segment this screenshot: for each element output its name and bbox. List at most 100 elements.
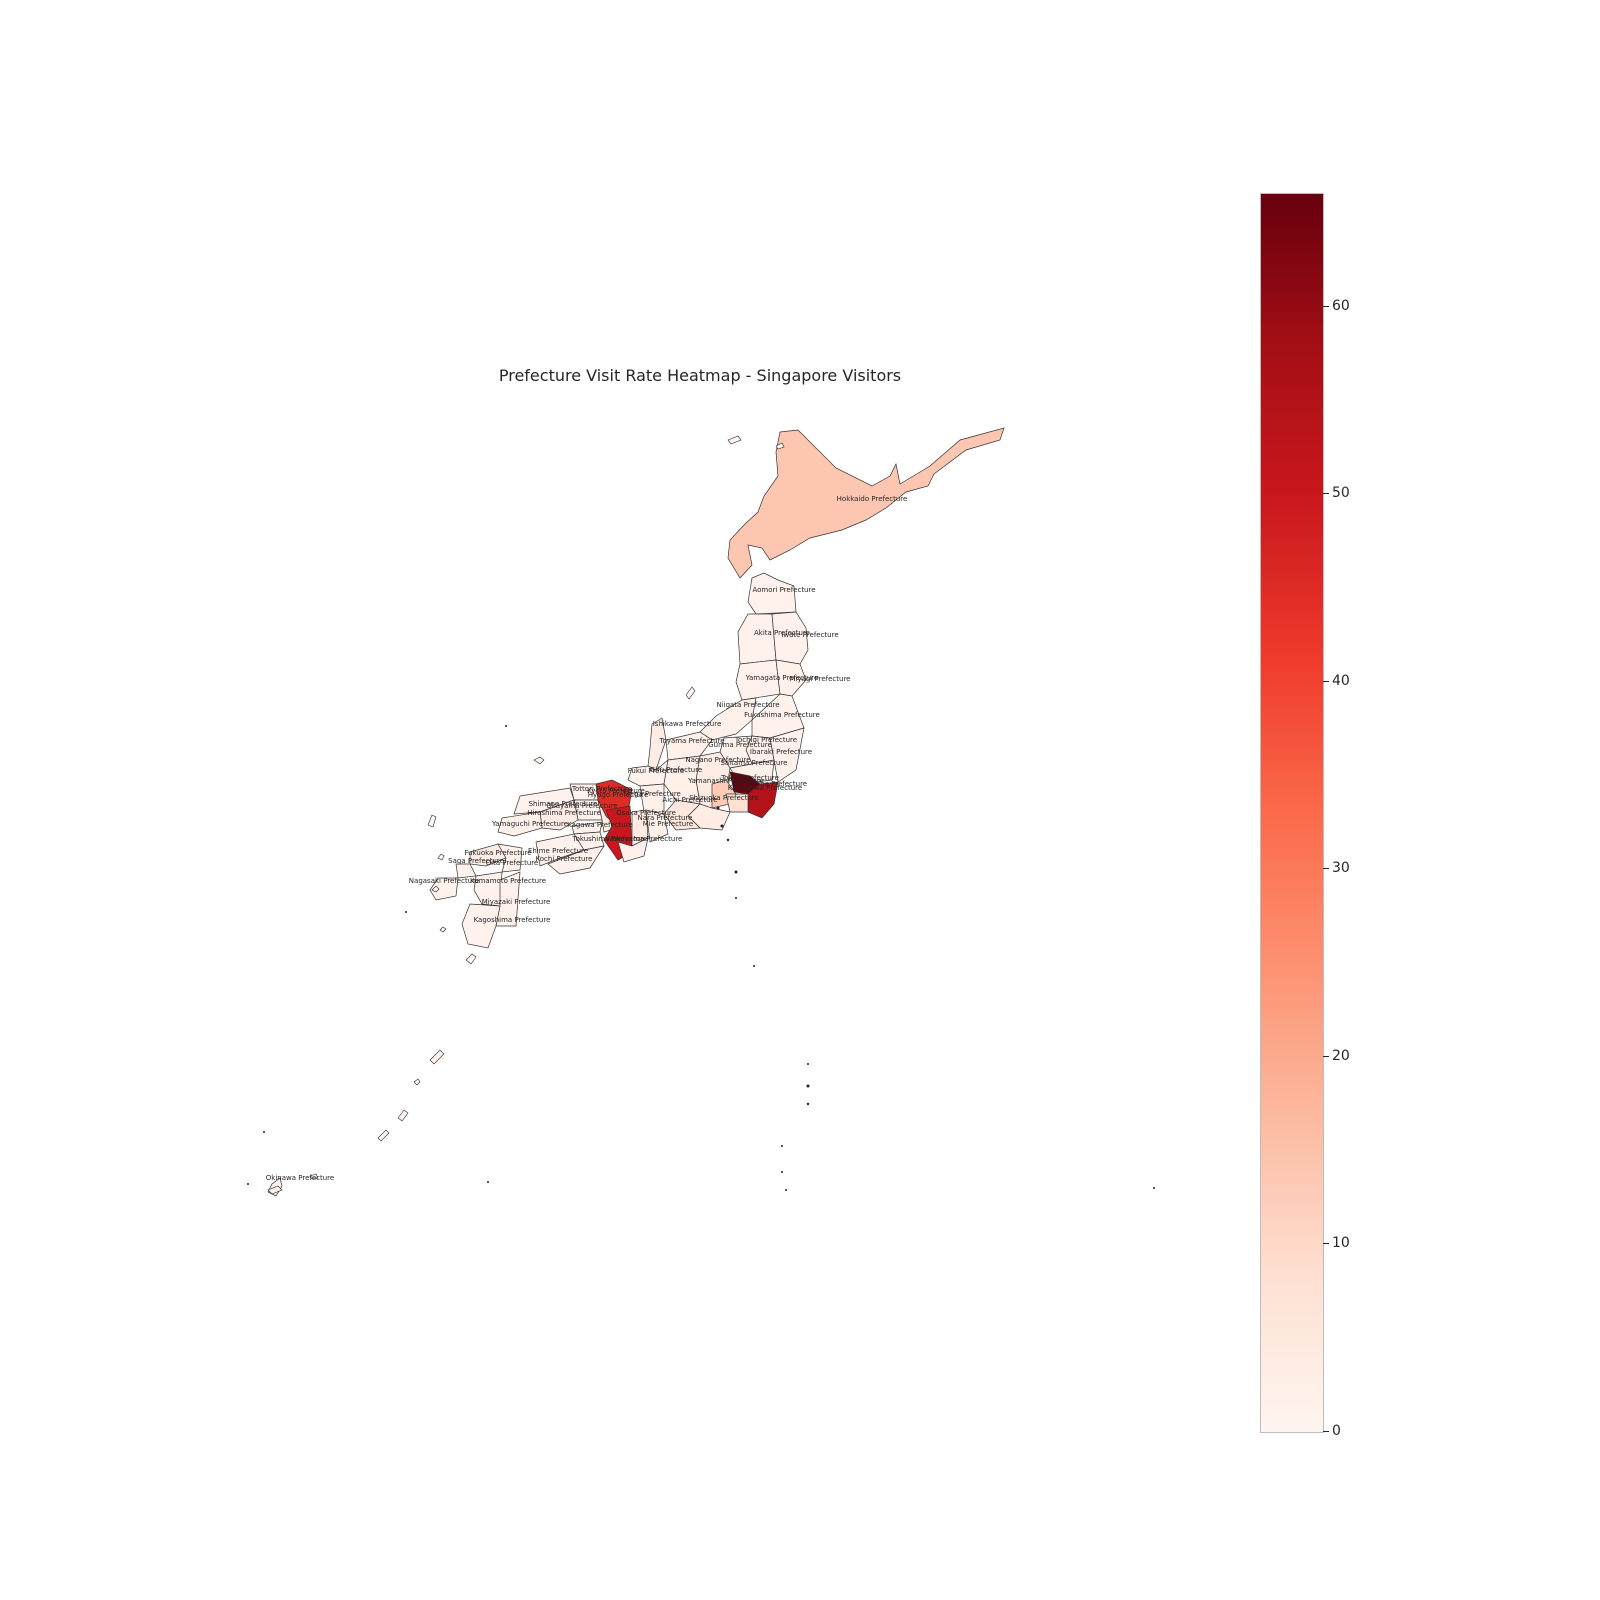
island-dot (720, 824, 724, 828)
label-toyama: Toyama Prefecture (658, 737, 724, 745)
label-saitama: Saitama Prefecture (720, 759, 787, 767)
island-shape (377, 1129, 390, 1142)
label-tokyo: Tokyo Prefecture (720, 774, 779, 782)
label-kagoshima: Kagoshima Prefecture (474, 916, 551, 924)
region-kochi (547, 845, 605, 875)
label-kumamoto: Kumamoto Prefecture (470, 877, 546, 885)
label-wakayama: Wakayama Prefecture (606, 835, 683, 843)
colorbar-tick-label: 40 (1332, 672, 1350, 689)
island-shape (465, 953, 477, 965)
region-yamaguchi (497, 811, 543, 837)
colorbar-tick (1323, 493, 1329, 495)
region-nagasaki (429, 877, 459, 901)
region-kanagawa (725, 793, 749, 813)
region-yamagata (735, 659, 781, 701)
label-miyazaki: Miyazaki Prefecture (482, 898, 551, 906)
island-dot (781, 1145, 783, 1147)
label-saga: Saga Prefecture (448, 857, 504, 865)
label-ishikawa: Ishikawa Prefecture (653, 720, 722, 728)
island-shape (431, 885, 440, 893)
label-hiroshima: Hiroshima Prefecture (527, 809, 601, 817)
label-yamanashi: Yamanashi Prefecture (687, 777, 764, 785)
colorbar-tick (1323, 680, 1329, 682)
island-shape (437, 853, 445, 861)
island-shape (727, 435, 742, 445)
island-dot (785, 1189, 787, 1191)
colorbar-tick-label: 10 (1332, 1235, 1350, 1252)
label-tochigi: Tochigi Prefecture (734, 736, 797, 744)
chart-title: Prefecture Visit Rate Heatmap - Singapor… (498, 366, 902, 385)
island-shape (429, 1049, 445, 1065)
label-okayama: Okayama Prefecture (546, 802, 617, 810)
region-oita (497, 843, 523, 873)
label-ibaraki: Ibaraki Prefecture (750, 748, 812, 756)
region-mie (645, 809, 669, 843)
island-shape (397, 1109, 409, 1122)
label-tokushima: Tokushima Prefecture (572, 835, 648, 843)
island-dot (505, 725, 507, 727)
label-niigata: Niigata Prefecture (716, 701, 779, 709)
label-hyogo: Hyogo Prefecture (588, 791, 649, 799)
region-kumamoto (473, 871, 503, 907)
island-dot (726, 838, 730, 842)
island-dot (247, 1183, 249, 1185)
label-shizuoka: Shizuoka Prefecture (689, 794, 759, 802)
island-dot (807, 1063, 809, 1065)
label-osaka: Osaka Prefecture (616, 809, 676, 817)
region-toyama (665, 731, 713, 761)
region-kagoshima (461, 903, 501, 949)
label-kagawa: Kagawa Prefecture (567, 821, 633, 829)
colorbar-tick-label: 50 (1332, 485, 1350, 502)
island-dot (734, 870, 738, 874)
colorbar-tick-label: 60 (1332, 297, 1350, 314)
island-shape (439, 926, 447, 933)
prefecture-labels: Hokkaido Prefecture Aomori Prefecture Akit… (266, 495, 908, 1182)
region-miyazaki (495, 871, 521, 927)
colorbar-tick (1323, 305, 1329, 307)
island-dot (263, 1131, 265, 1133)
label-okinawa: Okinawa Prefecture (266, 1174, 334, 1182)
label-iwate: Iwate Prefecture (781, 631, 838, 639)
label-yamaguchi: Yamaguchi Prefecture (491, 820, 568, 828)
region-ehime (535, 833, 585, 867)
label-shimane: Shimane Prefecture (529, 800, 598, 808)
region-wakayama (617, 837, 649, 863)
island-shape (685, 686, 696, 700)
label-mie: Mie Prefecture (643, 820, 693, 828)
island-dot (1153, 1187, 1155, 1189)
label-nagasaki: Nagasaki Prefecture (409, 877, 479, 885)
label-ehime: Ehime Prefecture (528, 847, 588, 855)
colorbar-tick (1323, 868, 1329, 870)
label-aomori: Aomori Prefecture (752, 586, 815, 594)
label-gunma: Gunma Prefecture (708, 741, 772, 749)
island-dot (806, 1084, 810, 1088)
colorbar (1260, 193, 1324, 1433)
label-chiba: Chiba Prefecture (749, 780, 807, 788)
label-tottori: Tottori Prefecture (571, 785, 632, 793)
colorbar-tick (1323, 1055, 1329, 1057)
island-dot (753, 965, 755, 967)
island-shape (413, 1078, 421, 1086)
japan-map: Hokkaido Prefecture Aomori Prefecture Akit… (247, 427, 1155, 1197)
label-fukui: Fukui Prefecture (628, 767, 685, 775)
label-kanagawa: Kanagawa Prefecture (728, 784, 802, 792)
label-fukushima: Fukushima Prefecture (744, 711, 820, 719)
island-dot (806, 1102, 810, 1106)
region-saga (455, 863, 477, 879)
island-shape (309, 1173, 319, 1180)
colorbar-tick-label: 0 (1332, 1423, 1341, 1439)
island-dot (735, 897, 737, 899)
island-shape (267, 1185, 283, 1195)
island-dot (405, 911, 407, 913)
label-miyagi: Miyagi Prefecture (790, 675, 851, 683)
region-ibaraki (769, 727, 805, 783)
colorbar-tick (1323, 1243, 1329, 1245)
label-aichi: Aichi Prefecture (662, 796, 717, 804)
island-shape (533, 756, 545, 765)
label-akita: Akita Prefecture (754, 629, 810, 637)
remote-islands (247, 725, 1155, 1191)
label-kochi: Kochi Prefecture (536, 855, 593, 863)
label-nagano: Nagano Prefecture (685, 756, 750, 764)
island-dot (781, 1171, 783, 1173)
island-dot (487, 1181, 489, 1183)
